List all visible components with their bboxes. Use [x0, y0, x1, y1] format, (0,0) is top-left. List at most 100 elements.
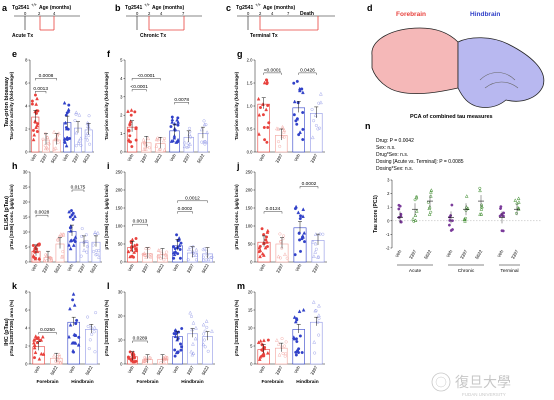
- x-tick-label: 3397: [141, 365, 150, 376]
- y-tick-label: 150: [116, 206, 124, 211]
- significance-bracket: [131, 89, 147, 92]
- data-point: [301, 307, 306, 312]
- pca-point: [480, 204, 484, 209]
- p-value: <0.0001: [130, 84, 148, 90]
- data-point: [261, 241, 266, 245]
- data-point: [294, 337, 298, 341]
- y-axis-label: pTau [S202/T205] area (%): [104, 299, 109, 356]
- pca-point: [427, 206, 431, 211]
- data-point: [30, 99, 34, 103]
- data-point: [129, 247, 134, 252]
- data-point: [77, 335, 81, 339]
- panel-letter-k: k: [12, 281, 18, 291]
- data-point: [128, 122, 132, 126]
- data-point: [266, 104, 270, 108]
- pca-x-tick-label: 5622: [423, 249, 432, 260]
- pca-x-tick-label: 3397: [510, 249, 519, 260]
- timeline-a: a Tg2541 +/+ Age (months) 0 2 4 Acute Tx: [2, 3, 80, 39]
- significance-bracket: [263, 211, 283, 214]
- y-tick-label: 10: [23, 230, 28, 235]
- pca-point: [513, 198, 518, 202]
- panel-j: j pTau [S396] conc. (µg/g brain) 0 50 100 150…: [234, 161, 327, 274]
- significance-bracket: [71, 189, 85, 192]
- pca-ylabel: Tau score (PC1): [373, 195, 379, 233]
- data-point: [257, 245, 262, 250]
- data-point: [280, 345, 284, 349]
- panel-letter-f: f: [107, 49, 111, 59]
- data-point: [312, 119, 316, 123]
- x-tick-label: 5622: [84, 365, 93, 376]
- panel-letter-h: h: [12, 161, 18, 171]
- pca-group-label: Chronic: [458, 268, 475, 274]
- data-point: [79, 254, 83, 258]
- data-point: [317, 333, 321, 337]
- data-point: [70, 213, 74, 217]
- pca-group-label: Terminal: [500, 268, 518, 274]
- data-point: [143, 253, 148, 257]
- timeline-b: b Tg2541 +/+ Age (months) 0 2 4 7 Chroni…: [115, 3, 202, 39]
- age-label: Age (months): [39, 5, 72, 11]
- y-axis-label: pTau [S396] conc. (µg/g brain): [9, 184, 14, 250]
- pca-point: [414, 209, 419, 213]
- data-point: [147, 246, 151, 250]
- tick-7: 7: [182, 11, 185, 16]
- data-point: [314, 247, 318, 251]
- data-point: [132, 353, 136, 357]
- data-point: [302, 230, 307, 235]
- x-tick-label: 3397: [141, 263, 150, 274]
- data-point: [142, 140, 147, 144]
- panel-i: i pTau [S396] conc. (µg/g brain) 0 50 100 150…: [104, 161, 215, 274]
- y-tick-label: 3: [120, 94, 123, 99]
- data-point: [313, 351, 317, 355]
- group-label: Forebrain: [36, 379, 58, 385]
- x-tick-label: Veh: [30, 153, 38, 163]
- data-point: [281, 351, 285, 355]
- y-tick-label: 10: [248, 326, 253, 331]
- data-point: [56, 238, 60, 242]
- data-point: [33, 256, 38, 261]
- data-point: [158, 137, 162, 141]
- tick-4: 4: [160, 11, 163, 16]
- y-tick-label: 2: [120, 113, 123, 118]
- data-point: [278, 232, 282, 236]
- data-point: [33, 350, 38, 355]
- data-point: [35, 96, 39, 101]
- x-tick-label: 5622: [156, 263, 165, 274]
- data-point: [284, 340, 288, 344]
- p-value: 0.0013: [33, 86, 48, 92]
- data-point: [310, 135, 315, 140]
- data-point: [33, 356, 37, 360]
- y-axis-label: Tau-prion activity (fold-change): [104, 71, 109, 140]
- significance-bracket: [35, 78, 57, 81]
- data-point: [84, 135, 88, 139]
- data-point: [130, 237, 135, 242]
- data-point: [37, 242, 41, 246]
- strain-label: Tg2541: [12, 5, 29, 11]
- pca-point: [500, 213, 504, 216]
- significance-bracket: [263, 72, 282, 75]
- y-tick-label: 30: [118, 290, 123, 295]
- tick-2: 2: [38, 11, 41, 16]
- y-tick-label: 5: [120, 58, 123, 63]
- data-point: [276, 254, 281, 259]
- data-point: [83, 239, 87, 243]
- data-point: [190, 327, 194, 332]
- p-value: 0.0013: [133, 219, 148, 225]
- panel-letter-i: i: [107, 161, 110, 171]
- y-axis-label: pTau [S202/T205] area (%): [234, 299, 239, 356]
- data-point: [169, 125, 173, 129]
- data-point: [298, 249, 302, 253]
- bar: [309, 321, 323, 365]
- x-tick-label: 5622: [196, 153, 205, 164]
- panel-letter-d: d: [367, 3, 373, 13]
- data-point: [292, 113, 296, 117]
- y-tick-label: 0: [120, 150, 123, 155]
- bar: [309, 113, 323, 153]
- data-point: [298, 334, 302, 338]
- data-point: [179, 241, 183, 245]
- x-tick-label: 3397: [275, 263, 284, 274]
- data-point: [172, 245, 176, 249]
- y-tick-label: 200: [246, 188, 254, 193]
- data-point: [135, 243, 139, 247]
- data-point: [206, 349, 210, 353]
